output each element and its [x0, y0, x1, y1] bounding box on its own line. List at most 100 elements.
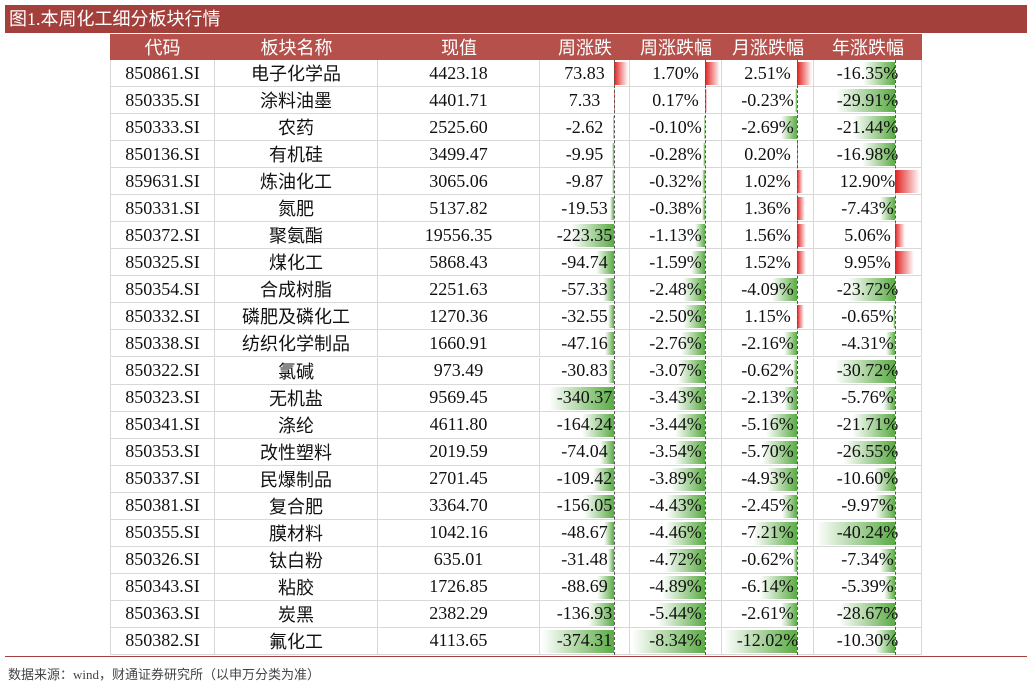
cell-text: 850331.SI — [125, 197, 200, 218]
table-cell: 聚氨酯 — [215, 222, 378, 250]
data-bar — [671, 467, 706, 491]
cell-text: -2.45% — [741, 495, 794, 516]
data-bar — [695, 224, 706, 248]
cell-text: 2701.45 — [429, 468, 488, 489]
table-cell: -0.62% — [722, 357, 814, 385]
cell-text: -1.59% — [649, 251, 702, 272]
header-cell: 年涨跌幅 — [832, 38, 904, 58]
data-bar — [780, 116, 797, 140]
table-cell: 3364.70 — [378, 492, 540, 520]
cell-text: -0.62% — [741, 360, 794, 381]
table-cell: 1270.36 — [378, 303, 540, 331]
table-cell: -4.43% — [630, 492, 722, 520]
data-bar — [657, 602, 706, 626]
table-cell: 1726.85 — [378, 573, 540, 601]
table-cell: -0.28% — [630, 141, 722, 169]
data-bar — [583, 494, 614, 518]
table-cell: -30.83 — [540, 357, 630, 385]
table-cell: 73.83 — [540, 60, 630, 88]
data-bar — [705, 62, 720, 86]
data-bar — [783, 386, 797, 410]
cell-text: 850363.SI — [125, 603, 200, 624]
cell-text: 4113.65 — [429, 630, 488, 651]
table-cell: 0.17% — [630, 87, 722, 115]
data-bar — [607, 548, 614, 572]
cell-text: -3.54% — [649, 441, 702, 462]
cell-text: 850381.SI — [125, 495, 200, 516]
cell-text: 850372.SI — [125, 224, 200, 245]
cell-text: -4.89% — [649, 576, 702, 597]
cell-text: 炼油化工 — [260, 172, 332, 193]
cell-text: -4.09% — [741, 278, 794, 299]
data-bar — [663, 548, 706, 572]
table-cell: 850343.SI — [110, 573, 215, 601]
table-cell: 有机硅 — [215, 141, 378, 169]
cell-text: -4.46% — [649, 522, 702, 543]
cell-text: -2.13% — [741, 387, 794, 408]
cell-text: 2.51% — [744, 62, 791, 83]
data-bar — [781, 494, 797, 518]
cell-text: -2.48% — [649, 278, 702, 299]
cell-text: -2.69% — [741, 116, 794, 137]
cell-text: -47.16 — [561, 332, 608, 353]
table-cell: 煤化工 — [215, 249, 378, 277]
cell-text: 氟化工 — [269, 631, 323, 652]
table-cell: -2.13% — [722, 384, 814, 412]
table-cell: 民爆制品 — [215, 465, 378, 493]
table-cell: 850341.SI — [110, 411, 215, 439]
table-cell: 炭黑 — [215, 600, 378, 628]
cell-text: 1726.85 — [429, 576, 488, 597]
table-cell: 涤纶 — [215, 411, 378, 439]
table-cell: -9.97% — [814, 492, 922, 520]
axis — [796, 60, 798, 655]
data-bar — [753, 521, 797, 545]
table-cell: 850382.SI — [110, 627, 215, 655]
data-bar — [611, 170, 614, 194]
cell-text: -9.97% — [841, 495, 894, 516]
cell-text: -3.44% — [649, 414, 702, 435]
data-bar — [816, 521, 895, 545]
header-cell: 周涨跌 — [558, 38, 612, 58]
cell-text: 3065.06 — [429, 170, 488, 191]
cell-text: -40.24% — [836, 522, 899, 543]
cell-text: -0.38% — [649, 197, 702, 218]
cell-text: -30.72% — [836, 360, 899, 381]
data-bar — [796, 197, 806, 221]
table-cell: 4113.65 — [378, 627, 540, 655]
table-cell: -0.38% — [630, 195, 722, 223]
cell-text: -5.70% — [741, 441, 794, 462]
cell-text: 850861.SI — [125, 62, 200, 83]
table-cell: -10.60% — [814, 465, 922, 493]
table-cell: -4.72% — [630, 546, 722, 574]
data-bar — [613, 62, 628, 86]
cell-text: 煤化工 — [269, 253, 323, 274]
table-cell: -8.34% — [630, 627, 722, 655]
data-bar — [607, 359, 614, 383]
cell-text: -0.23% — [741, 89, 794, 110]
cell-text: -2.50% — [649, 305, 702, 326]
table-cell: 农药 — [215, 114, 378, 142]
table-cell: 改性塑料 — [215, 438, 378, 466]
table-cell: -57.33 — [540, 276, 630, 304]
cell-text: 635.01 — [433, 549, 484, 570]
title: 图1.本周化工细分板块行情 — [5, 5, 1027, 33]
data-bar — [780, 602, 797, 626]
table-cell: -6.14% — [722, 573, 814, 601]
table-cell: -2.50% — [630, 303, 722, 331]
cell-text: -4.93% — [741, 468, 794, 489]
cell-text: -3.43% — [649, 387, 702, 408]
table-cell: -28.67% — [814, 600, 922, 628]
table-cell: 无机盐 — [215, 384, 378, 412]
rule — [5, 656, 1027, 657]
cell-text: 2019.59 — [429, 441, 488, 462]
cell-text: -1.13% — [649, 224, 702, 245]
table-cell: 0.20% — [722, 141, 814, 169]
cell-text: -16.98% — [836, 143, 899, 164]
cell-text: 3364.70 — [429, 495, 488, 516]
table-cell: -5.16% — [722, 411, 814, 439]
table-cell: 850333.SI — [110, 114, 215, 142]
data-bar — [880, 548, 895, 572]
cell-text: -4.43% — [649, 495, 702, 516]
cell-text: 有机硅 — [269, 145, 323, 166]
